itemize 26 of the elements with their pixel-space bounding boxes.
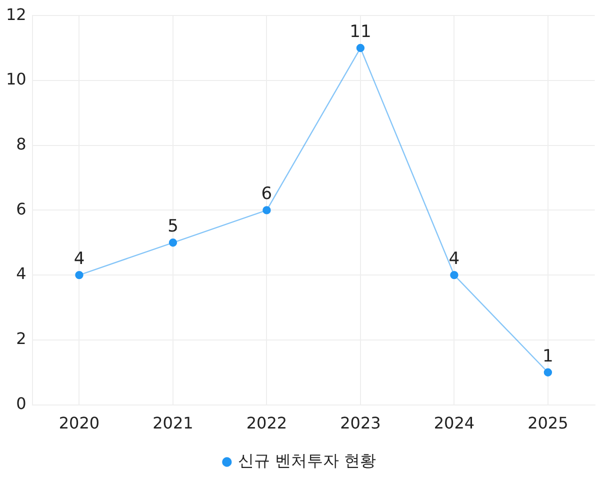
data-label: 4 xyxy=(448,248,460,269)
data-label: 4 xyxy=(74,248,85,269)
point xyxy=(450,270,458,280)
data-label: 6 xyxy=(261,184,272,204)
x-tick-label: 2023 xyxy=(340,414,381,433)
x-tick-label: 2021 xyxy=(152,414,194,433)
point xyxy=(262,206,271,214)
y-tick-label: 6 xyxy=(16,199,26,218)
y-tick-label: 12 xyxy=(6,4,26,24)
y-tick-label: 10 xyxy=(6,70,26,89)
y-tick-label: 2 xyxy=(16,329,26,348)
x-tick-label: 2024 xyxy=(434,414,475,433)
point xyxy=(356,44,365,52)
data-label: 1 xyxy=(542,346,554,366)
y-tick-label: 8 xyxy=(16,134,26,154)
x-tick-label: 2022 xyxy=(246,414,288,433)
x-tick-label: 2020 xyxy=(58,414,100,433)
y-tick-label: 0 xyxy=(16,394,26,413)
data-label: 11 xyxy=(350,22,372,42)
point xyxy=(75,270,84,280)
data-label: 5 xyxy=(168,216,178,237)
legend-label: 신규 벤처투자 현황 xyxy=(238,451,376,470)
x-tick-label: 2025 xyxy=(528,414,568,433)
point xyxy=(168,238,178,247)
y-tick-label: 4 xyxy=(16,264,26,284)
point xyxy=(544,368,552,376)
